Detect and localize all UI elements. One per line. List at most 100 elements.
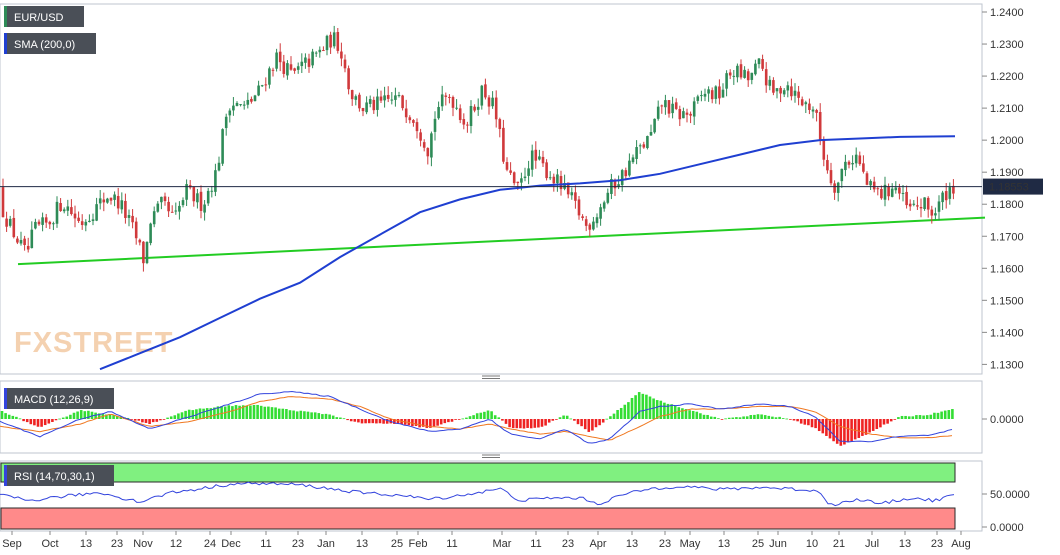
sma-legend[interactable]: SMA (200,0) <box>4 33 96 54</box>
macd-histogram-bar <box>893 419 897 420</box>
candle-up <box>390 92 394 105</box>
macd-histogram-bar <box>15 416 18 419</box>
candle-body <box>829 170 833 184</box>
candle-body <box>163 196 167 202</box>
macd-histogram-bar <box>461 418 465 420</box>
macd-histogram-bar <box>864 419 868 435</box>
candle-body <box>199 191 203 211</box>
candle-body <box>1 187 5 218</box>
candle-down <box>250 96 253 104</box>
macd-histogram-bar <box>378 419 382 424</box>
macd-histogram-bar <box>295 411 299 419</box>
macd-legend[interactable]: MACD (12,26,9) <box>4 388 114 409</box>
candle-body <box>210 190 214 192</box>
macd-histogram-bar <box>702 414 706 419</box>
macd-histogram-bar <box>213 407 216 419</box>
candle-body <box>372 99 376 111</box>
macd-histogram-bar <box>238 405 241 419</box>
candle-up <box>253 94 257 102</box>
candle-body <box>448 96 451 98</box>
macd-histogram-bar <box>771 416 774 419</box>
candle-body <box>545 162 548 179</box>
candle-up <box>894 181 898 194</box>
candle-up <box>221 128 224 166</box>
x-tick-label: 11 <box>260 538 271 550</box>
candle-down <box>728 69 732 80</box>
macd-histogram-bar <box>371 419 375 424</box>
candle-up <box>311 48 314 69</box>
candle-body <box>890 188 894 197</box>
sma-200-line <box>99 135 956 371</box>
candle-body <box>48 221 52 225</box>
symbol-legend[interactable]: EUR/USD <box>4 6 84 27</box>
candle-down <box>876 186 880 196</box>
candle-body <box>451 97 455 108</box>
candle-down <box>926 196 930 218</box>
candle-down <box>487 95 491 115</box>
candle-up <box>750 72 754 85</box>
candle-body <box>844 161 847 171</box>
candle-down <box>124 193 127 224</box>
candle-up <box>941 190 944 211</box>
macd-histogram-bar <box>51 419 54 422</box>
macd-histogram-bar <box>911 416 915 419</box>
candle-down <box>350 89 354 106</box>
macd-histogram-bar <box>454 419 457 420</box>
candle-body <box>124 200 127 218</box>
macd-histogram-bar <box>393 419 396 424</box>
candle-body <box>16 238 19 243</box>
macd-histogram-bar <box>108 414 112 419</box>
macd-histogram-bar <box>177 413 180 419</box>
candle-body <box>401 95 404 109</box>
macd-line <box>0 390 953 444</box>
candle-body <box>412 120 415 123</box>
macd-histogram-bar <box>115 416 119 419</box>
candle-body <box>721 89 725 98</box>
panel-resize-handle[interactable] <box>482 454 500 458</box>
macd-histogram-bar <box>306 411 310 419</box>
rsi-legend[interactable]: RSI (14,70,30,1) <box>4 465 114 486</box>
macd-histogram-bar <box>162 419 166 420</box>
macd-histogram-bar <box>61 417 65 419</box>
macd-histogram-bar <box>58 418 61 420</box>
candle-body <box>91 219 95 222</box>
panel-resize-handle[interactable] <box>482 375 500 379</box>
macd-histogram-bar <box>763 415 767 419</box>
candle-up <box>88 214 91 223</box>
candle-body <box>430 133 433 158</box>
macd-histogram-bar <box>727 417 731 419</box>
macd-histogram-bar <box>529 419 533 429</box>
candle-down <box>289 56 293 71</box>
candle-up <box>628 153 631 177</box>
macd-histogram-bar <box>328 414 331 419</box>
candle-body <box>278 51 282 63</box>
candle-body <box>642 144 646 148</box>
macd-histogram-bar <box>738 417 742 419</box>
macd-histogram-bar <box>623 404 627 419</box>
candle-up <box>768 75 772 91</box>
macd-histogram-bar <box>936 412 940 419</box>
candle-up <box>696 94 700 104</box>
macd-histogram-bar <box>346 419 349 421</box>
candle-body <box>271 69 275 71</box>
candle-down <box>678 105 682 127</box>
macd-histogram-bar <box>591 419 594 431</box>
rsi-line <box>0 481 955 507</box>
candle-up <box>365 96 368 115</box>
candle-up <box>890 183 894 198</box>
macd-histogram-bar <box>241 405 245 419</box>
candle-up <box>714 85 718 104</box>
macd-histogram-bar <box>807 419 810 426</box>
candle-body <box>196 193 199 203</box>
x-tick-label: 13 <box>718 538 730 550</box>
macd-histogram-bar <box>396 419 400 424</box>
candle-body <box>77 217 80 222</box>
macd-histogram-bar <box>609 416 612 419</box>
x-tick-label: 23 <box>931 538 943 550</box>
fxstreet-watermark: FXSTREET <box>14 327 173 359</box>
candle-up <box>149 222 152 246</box>
macd-histogram-bar <box>666 403 670 419</box>
candle-body <box>340 51 343 59</box>
candle-body <box>584 219 588 226</box>
macd-histogram-bar <box>202 408 205 419</box>
